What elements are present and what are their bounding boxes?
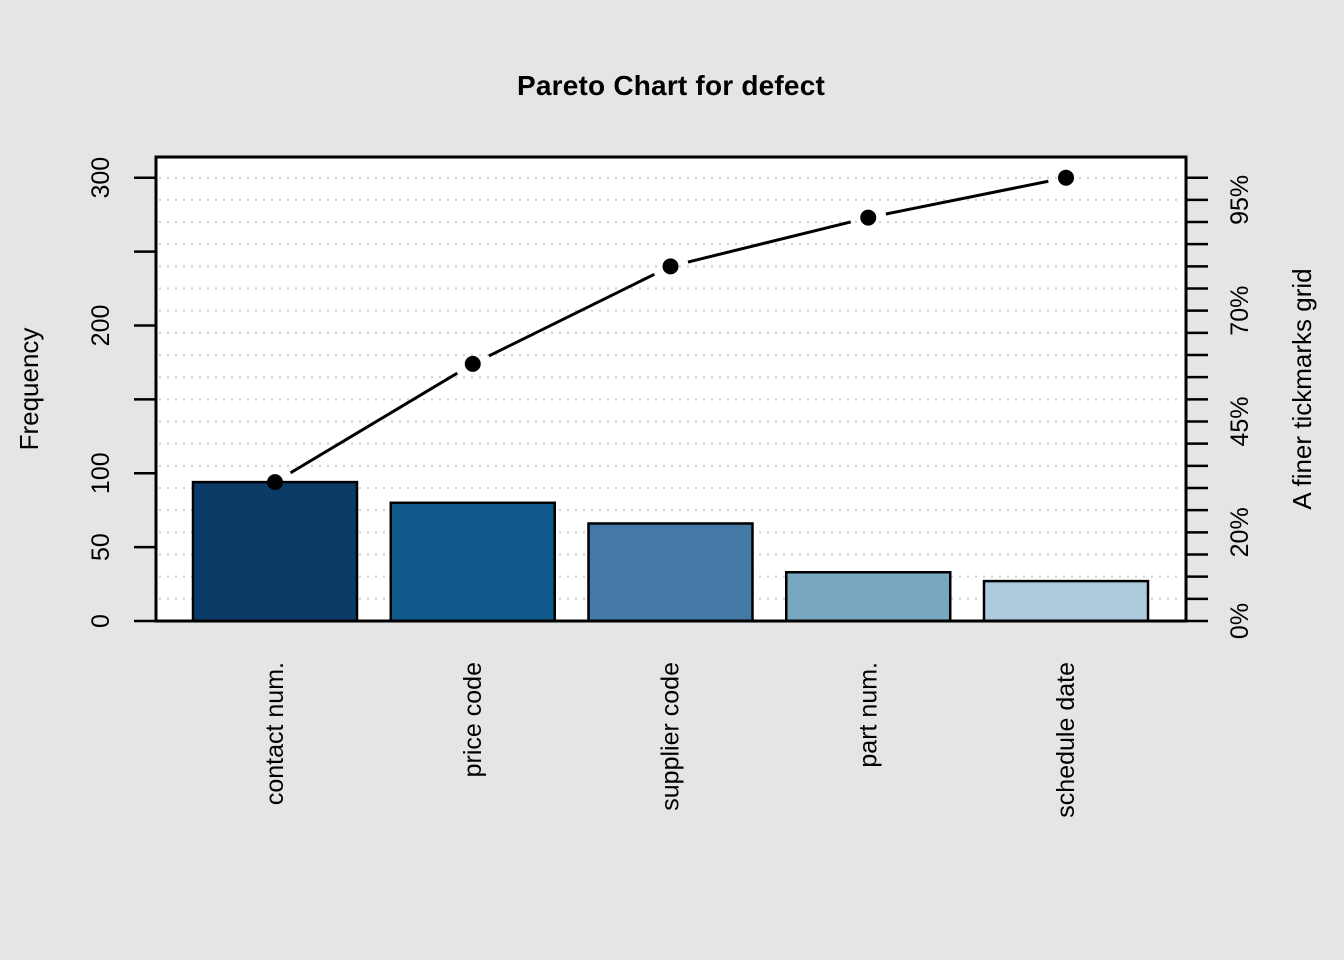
left-axis-title: Frequency <box>14 328 44 451</box>
left-axis-tick-label: 50 <box>87 533 115 561</box>
plot-box-border <box>154 155 1188 623</box>
category-label-schedule-date: schedule date <box>1052 662 1080 818</box>
right-axis-tick-label: 45% <box>1226 396 1254 446</box>
category-label-contact-num: contact num. <box>261 662 289 805</box>
cumulative-point-2 <box>464 355 481 372</box>
left-axis-tick-label: 300 <box>87 157 115 199</box>
bar-part-num <box>785 570 952 623</box>
bar-contact-num <box>191 480 359 623</box>
right-axis-title: A finer tickmarks grid <box>1287 268 1317 509</box>
left-axis-tick-label: 100 <box>87 452 115 494</box>
category-label-part-num: part num. <box>854 662 882 768</box>
cumulative-point-4 <box>860 209 877 226</box>
left-axis-tick-label: 0 <box>87 614 115 628</box>
bar-price-code <box>389 501 556 623</box>
cumulative-line-segment <box>885 179 1049 216</box>
cumulative-line-segment <box>289 371 459 475</box>
cumulative-point-5 <box>1058 169 1074 186</box>
right-axis-tick-label: 70% <box>1226 286 1254 336</box>
right-axis-tick-label: 0% <box>1226 603 1254 639</box>
category-label-supplier-code: supplier code <box>657 662 685 811</box>
right-axis-tick-label: 95% <box>1226 175 1254 225</box>
category-label-price-code: price code <box>459 662 487 777</box>
bar-schedule-date <box>982 579 1150 623</box>
left-axis-tick-label: 200 <box>87 305 115 347</box>
cumulative-line-segment <box>488 272 656 358</box>
bar-supplier-code <box>587 522 754 623</box>
cumulative-point-3 <box>662 258 679 275</box>
cumulative-point-1 <box>267 474 283 491</box>
chart-title: Pareto Chart for defect <box>517 70 825 101</box>
right-axis-tick-label: 20% <box>1226 507 1254 557</box>
cumulative-line-segment <box>687 220 852 264</box>
